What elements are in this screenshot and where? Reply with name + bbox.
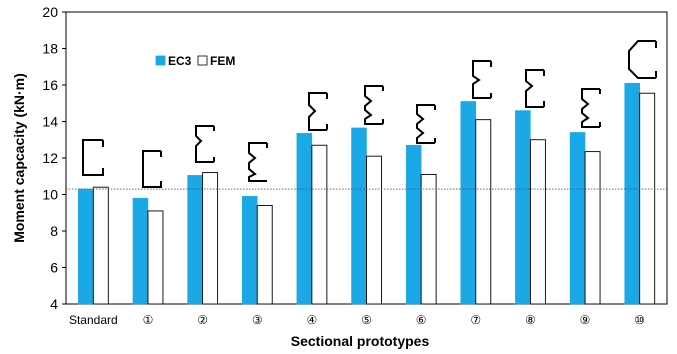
y-tick-label: 18	[42, 41, 58, 57]
section-shape-icon	[248, 142, 268, 182]
bar-ec3	[78, 188, 94, 305]
bar-ec3	[569, 132, 586, 305]
bar-ec3	[624, 82, 640, 305]
y-tick-label: 8	[50, 223, 58, 239]
section-shape-icon	[82, 139, 104, 176]
section-shape-icon	[364, 85, 384, 125]
bar-fem	[529, 139, 546, 305]
section-shape-icon	[142, 150, 162, 188]
bar-fem	[475, 119, 492, 305]
x-tick-label: ③	[252, 313, 263, 327]
legend-label-fem: FEM	[210, 54, 235, 68]
section-shape-icon	[195, 125, 215, 163]
bar-ec3	[187, 175, 203, 305]
bar-fem	[202, 172, 219, 305]
x-tick-label: ②	[197, 313, 208, 327]
legend-swatch-ec3	[155, 55, 166, 66]
bar-fem	[92, 186, 109, 305]
section-shape-icon	[525, 69, 545, 108]
y-axis-ticks: 4 6 8 10 12 14 16 18 20	[42, 4, 66, 312]
bar-ec3	[132, 197, 149, 305]
bar-fem	[366, 155, 382, 305]
bar-fem	[147, 210, 164, 305]
x-tick-label: Standard	[69, 313, 118, 327]
x-tick-label: ⑨	[580, 313, 591, 327]
section-shape-icon	[472, 60, 492, 99]
x-tick-label: ⑥	[416, 313, 427, 327]
y-tick-label: 12	[42, 150, 58, 166]
bar-fem	[639, 92, 656, 305]
y-tick-label: 10	[42, 187, 58, 203]
x-tick-label: ⑤	[361, 313, 372, 327]
y-tick-label: 14	[42, 114, 58, 130]
section-shape-icon	[308, 92, 328, 131]
x-tick-label: ①	[143, 313, 154, 327]
y-tick-label: 16	[42, 77, 58, 93]
section-shape-icon	[581, 88, 601, 128]
legend: EC3 FEM	[155, 54, 235, 68]
section-shape-icon	[416, 104, 436, 144]
bar-fem	[420, 173, 437, 305]
bar-ec3	[351, 127, 367, 305]
y-tick-label: 20	[42, 4, 58, 20]
bar-ec3	[241, 196, 258, 305]
x-tick-label: ⑩	[634, 313, 645, 327]
bar-fem	[311, 144, 328, 305]
x-tick-label: ⑧	[525, 313, 536, 327]
bars	[78, 82, 656, 305]
bar-ec3	[405, 144, 422, 305]
bar-ec3	[515, 110, 531, 305]
section-shape-icons	[82, 40, 657, 188]
x-axis-title: Sectional prototypes	[291, 333, 430, 349]
section-shape-icon	[628, 40, 657, 79]
bar-ec3	[460, 101, 477, 305]
y-tick-label: 4	[50, 296, 58, 312]
x-tick-label: ④	[306, 313, 317, 327]
legend-swatch-fem	[197, 55, 208, 66]
bar-fem	[256, 204, 273, 305]
y-axis-title: Moment capcacity (kN·m)	[11, 73, 27, 243]
legend-label-ec3: EC3	[168, 54, 192, 68]
bar-ec3	[296, 133, 313, 305]
x-axis-ticks: Standard ① ② ③ ④ ⑤ ⑥ ⑦ ⑧ ⑨ ⑩	[69, 313, 645, 327]
y-tick-label: 6	[50, 260, 58, 276]
x-tick-label: ⑦	[470, 313, 481, 327]
bar-fem	[584, 151, 601, 305]
